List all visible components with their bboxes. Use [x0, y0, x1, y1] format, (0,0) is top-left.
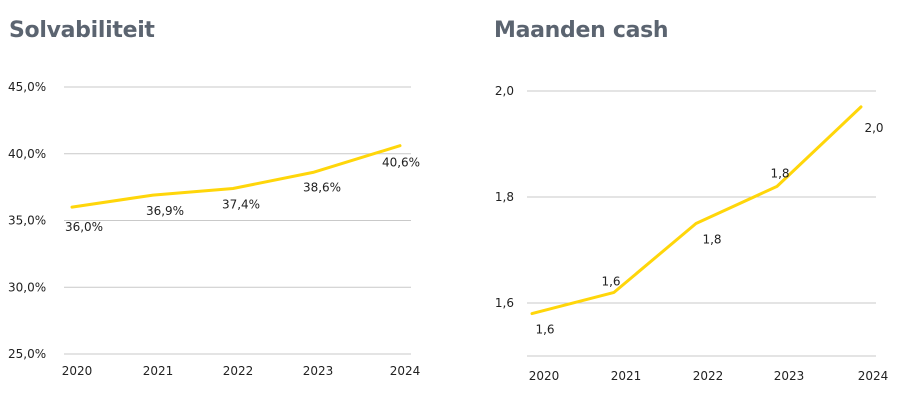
series-line [530, 105, 863, 316]
series-line [70, 144, 402, 209]
maanden-cash-chart: 1,6 1,8 2,0 2020 2021 2022 2023 2024 1,6 1,6 1,8 1,… [495, 84, 889, 383]
y-tick-label: 1,8 [495, 190, 514, 204]
data-label: 36,0% [65, 220, 103, 234]
solvabiliteit-chart: 25,0% 30,0% 35,0% 40,0% 45,0% 2020 2021 2022 202… [8, 80, 421, 378]
data-label: 1,8 [770, 166, 789, 180]
y-tick-label: 30,0% [8, 280, 46, 294]
x-tick-label: 2020 [529, 369, 560, 383]
data-label: 37,4% [222, 197, 260, 211]
chart-title: Maanden cash [494, 18, 669, 43]
x-tick-label: 2021 [611, 369, 642, 383]
data-label: 36,9% [146, 204, 184, 218]
x-tick-label: 2022 [223, 364, 254, 378]
data-label: 1,8 [702, 233, 721, 247]
data-label: 40,6% [382, 156, 420, 170]
chart-panel-solvabiliteit: Solvabiliteit 25,0% 30,0% 35,0% 40,0% 45,0% 2… [8, 18, 421, 378]
x-tick-label: 2022 [693, 369, 724, 383]
x-tick-label: 2021 [143, 364, 174, 378]
y-tick-label: 1,6 [495, 296, 514, 310]
data-label: 1,6 [535, 323, 554, 337]
x-tick-label: 2024 [390, 364, 421, 378]
x-tick-label: 2024 [858, 369, 889, 383]
y-tick-label: 25,0% [8, 347, 46, 361]
chart-title: Solvabiliteit [9, 18, 155, 43]
data-label: 2,0 [864, 121, 883, 135]
y-tick-label: 35,0% [8, 214, 46, 228]
data-label: 1,6 [601, 274, 620, 288]
x-tick-label: 2023 [774, 369, 805, 383]
x-tick-label: 2020 [62, 364, 93, 378]
data-label: 38,6% [303, 180, 341, 194]
y-tick-label: 45,0% [8, 80, 46, 94]
x-tick-label: 2023 [303, 364, 334, 378]
chart-panel-maanden-cash: Maanden cash 1,6 1,8 2,0 2020 2021 2022 2023 20… [450, 0, 900, 402]
y-tick-label: 40,0% [8, 147, 46, 161]
y-tick-label: 2,0 [495, 84, 514, 98]
